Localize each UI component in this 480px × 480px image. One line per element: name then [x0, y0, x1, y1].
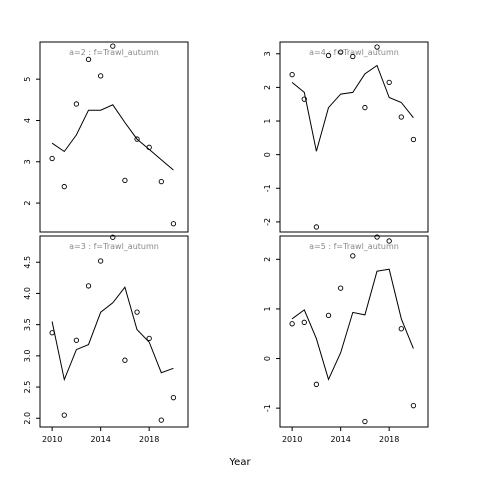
data-point: [325, 52, 332, 59]
x-tick-label: 2014: [90, 435, 110, 444]
y-tick-label: 2.5: [23, 381, 32, 394]
series-line: [291, 64, 414, 152]
y-tick-label: 4.0: [23, 287, 32, 300]
x-tick-label: 2010: [282, 435, 302, 444]
y-tick-label: 2: [23, 201, 32, 206]
panel-title: a=3 : f=Trawl_autumn: [69, 242, 159, 251]
data-point: [398, 326, 404, 332]
y-tick-label: 2: [263, 257, 272, 262]
data-point: [301, 319, 307, 325]
data-point: [98, 258, 104, 264]
data-point: [313, 381, 320, 387]
y-tick-label: 3: [23, 159, 32, 164]
data-point: [110, 234, 116, 240]
data-point: [410, 403, 417, 409]
panel-4: a=5 : f=Trawl_autumn -1 0 1 2 2010 2014 2018: [263, 234, 429, 444]
data-point: [73, 337, 80, 343]
data-point: [85, 56, 92, 62]
data-point: [61, 183, 67, 190]
series-line: [291, 268, 414, 381]
x-tick-label: 2018: [379, 435, 399, 444]
data-point: [386, 79, 392, 86]
data-point: [374, 44, 380, 50]
data-point: [122, 357, 128, 363]
panel-frame: [279, 235, 429, 428]
data-point: [134, 136, 140, 142]
y-tick-label: 2.0: [23, 412, 32, 425]
data-point: [170, 221, 177, 227]
data-point: [374, 234, 380, 240]
panel-frame: [279, 41, 429, 233]
panel-3: a=3 : f=Trawl_autumn 2.0 2.5 3.0 3.5 4.0 4.5 20…: [23, 234, 189, 444]
panel-frame: [39, 235, 189, 428]
data-point: [386, 238, 392, 244]
data-point: [49, 155, 55, 162]
data-point: [362, 418, 368, 425]
series-line: [51, 104, 174, 171]
y-tick-label: 4.5: [23, 256, 32, 269]
y-tick-label: 0: [263, 356, 272, 361]
x-tick-label: 2010: [42, 435, 62, 444]
y-tick-label: 2: [263, 85, 272, 90]
x-tick-label: 2018: [139, 435, 159, 444]
data-point: [350, 53, 356, 60]
data-point: [134, 309, 140, 315]
data-point: [410, 136, 417, 143]
y-tick-label: 3.5: [23, 318, 32, 331]
y-tick-label: 1: [263, 118, 272, 123]
panel-title: a=2 : f=Trawl_autumn: [69, 48, 159, 57]
y-tick-label: 1: [263, 306, 272, 311]
data-point: [170, 395, 177, 401]
panel-1: a=2 : f=Trawl_autumn 2 3 4 5: [23, 41, 189, 233]
data-point: [398, 114, 404, 120]
data-point: [85, 283, 92, 289]
data-point: [110, 43, 116, 49]
data-point: [313, 224, 320, 230]
data-point: [362, 104, 368, 111]
data-point: [98, 73, 104, 79]
x-axis-label: Year: [229, 457, 251, 468]
y-tick-label: 5: [23, 77, 32, 82]
data-point: [49, 330, 55, 336]
y-tick-label: -1: [263, 184, 272, 192]
panel-title: a=5 : f=Trawl_autumn: [309, 242, 399, 251]
data-point: [301, 96, 307, 102]
y-tick-label: 3.0: [23, 349, 32, 362]
y-tick-label: 3: [263, 51, 272, 56]
series-line: [51, 286, 174, 382]
data-point: [325, 312, 332, 319]
data-point: [146, 335, 152, 342]
y-tick-label: 0: [263, 152, 272, 157]
data-point: [338, 49, 344, 55]
y-tick-label: 4: [23, 118, 32, 123]
data-point: [338, 285, 344, 291]
data-point: [61, 412, 67, 418]
x-tick-label: 2014: [330, 435, 350, 444]
data-point: [289, 71, 295, 78]
data-point: [73, 101, 80, 107]
panel-frame: [39, 41, 189, 233]
y-tick-label: -2: [263, 218, 272, 226]
data-point: [350, 253, 356, 259]
panel-title: a=4 : f=Trawl_autumn: [309, 48, 399, 57]
y-tick-label: -1: [263, 404, 272, 412]
panel-2: a=4 : f=Trawl_autumn -2 -1 0 1 2 3: [263, 41, 429, 233]
data-point: [158, 178, 164, 185]
data-point: [122, 177, 128, 184]
data-point: [146, 144, 152, 150]
data-point: [289, 321, 295, 327]
data-point: [158, 417, 164, 423]
